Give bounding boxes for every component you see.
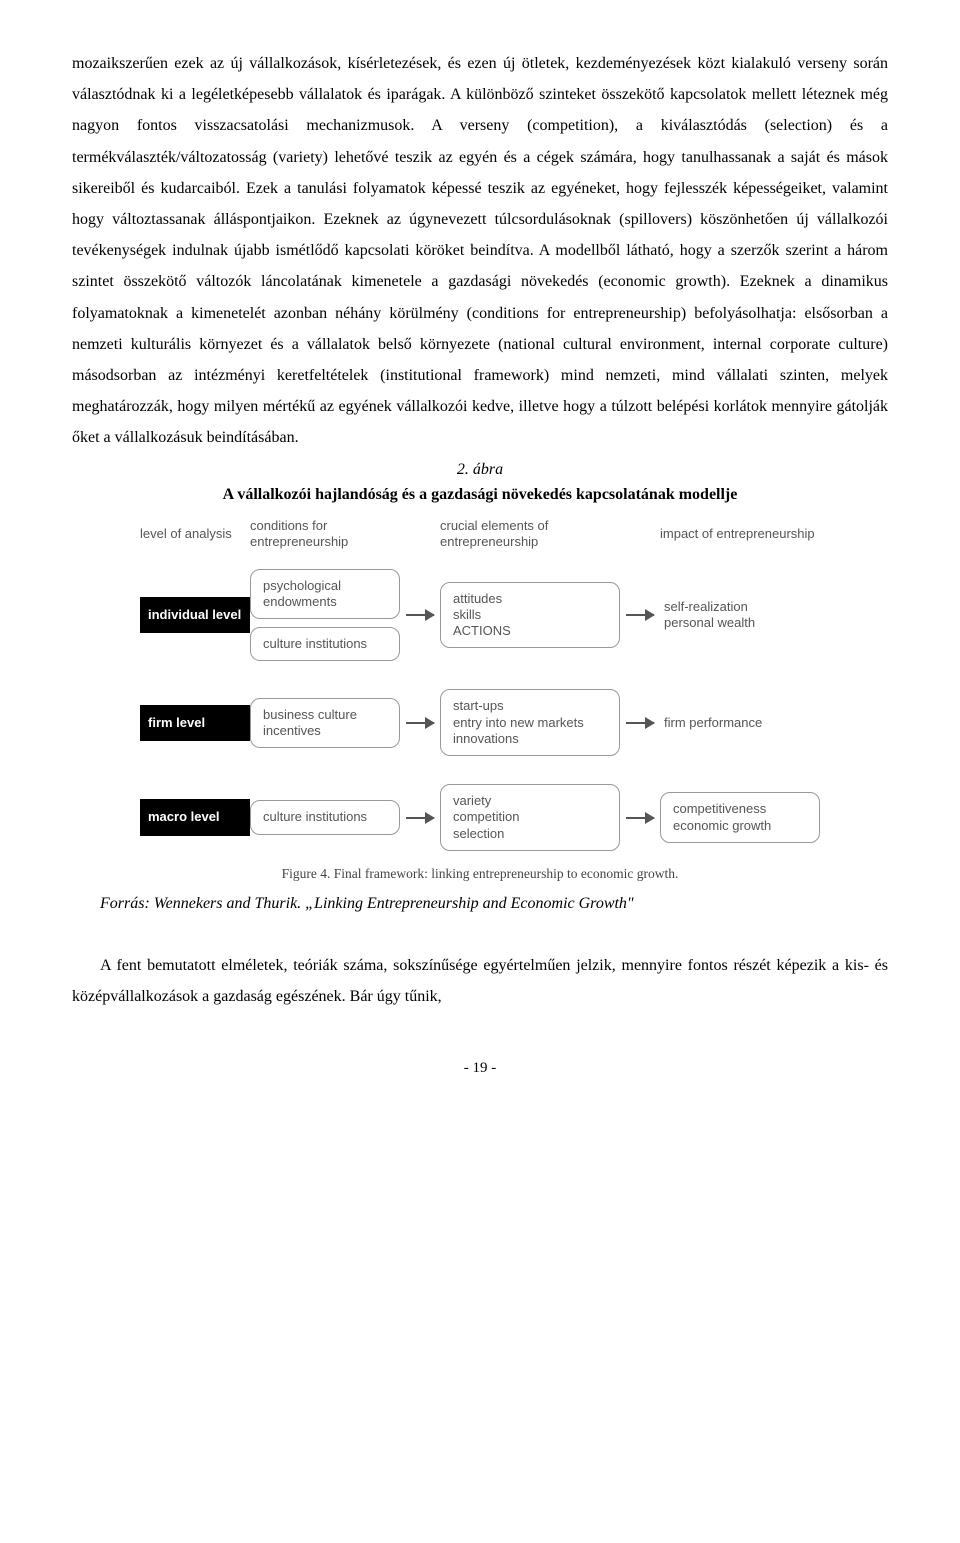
cond-psych: psychological endowments bbox=[250, 569, 400, 620]
diagram-row-macro: macro level culture institutions variety… bbox=[140, 784, 820, 851]
figure-title: A vállalkozói hajlandóság és a gazdasági… bbox=[72, 484, 888, 506]
arrow-icon bbox=[626, 817, 654, 819]
impact-macro: competitiveness economic growth bbox=[660, 792, 820, 843]
crucial-macro: variety competition selection bbox=[440, 784, 620, 851]
cond-business-culture: business culture incentives bbox=[250, 698, 400, 749]
level-macro: macro level bbox=[140, 799, 250, 835]
header-conditions: conditions for entrepreneurship bbox=[250, 518, 400, 551]
arrow-icon bbox=[626, 722, 654, 724]
header-level: level of analysis bbox=[140, 526, 250, 542]
cond-culture-ind: culture institutions bbox=[250, 627, 400, 661]
level-individual: individual level bbox=[140, 597, 250, 633]
impact-firm: firm performance bbox=[660, 715, 820, 731]
framework-diagram: level of analysis conditions for entrepr… bbox=[140, 518, 820, 851]
diagram-header-row: level of analysis conditions for entrepr… bbox=[140, 518, 820, 551]
level-firm: firm level bbox=[140, 705, 250, 741]
diagram-row-firm: firm level business culture incentives s… bbox=[140, 689, 820, 756]
figure-label: 2. ábra bbox=[72, 459, 888, 481]
body-paragraph: mozaikszerűen ezek az új vállalkozások, … bbox=[72, 48, 888, 453]
header-impact: impact of entrepreneurship bbox=[660, 526, 820, 542]
header-crucial: crucial elements of entrepreneurship bbox=[440, 518, 620, 551]
figure-source: Forrás: Wennekers and Thurik. „Linking E… bbox=[72, 891, 888, 917]
crucial-firm: start-ups entry into new markets innovat… bbox=[440, 689, 620, 756]
impact-individual: self-realization personal wealth bbox=[660, 599, 820, 632]
figure-caption: Figure 4. Final framework: linking entre… bbox=[72, 865, 888, 883]
arrow-icon bbox=[406, 817, 434, 819]
page-number: - 19 - bbox=[72, 1054, 888, 1083]
arrow-icon bbox=[406, 722, 434, 724]
closing-paragraph: A fent bemutatott elméletek, teóriák szá… bbox=[72, 950, 888, 1012]
arrow-icon bbox=[406, 614, 434, 616]
crucial-individual: attitudes skills ACTIONS bbox=[440, 582, 620, 649]
diagram-row-individual: individual level psychological endowment… bbox=[140, 569, 820, 662]
arrow-icon bbox=[626, 614, 654, 616]
cond-culture-macro: culture institutions bbox=[250, 800, 400, 834]
